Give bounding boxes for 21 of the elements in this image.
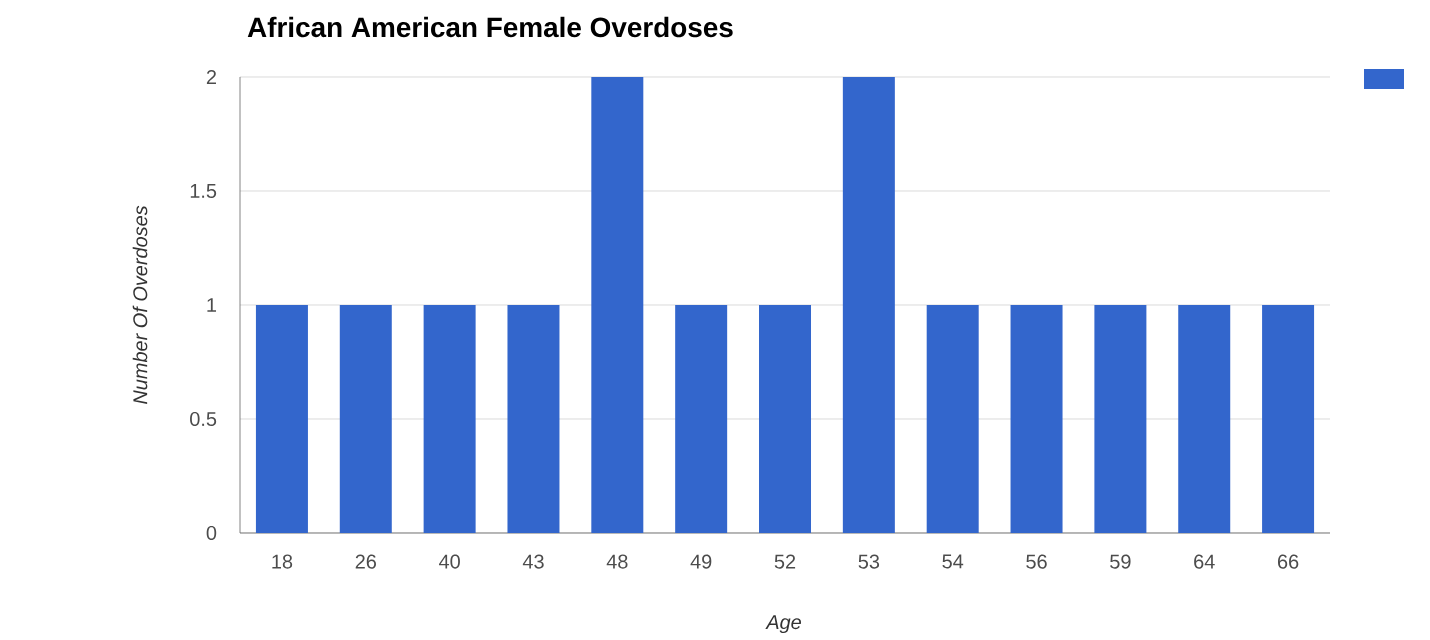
y-tick-label: 0 xyxy=(206,526,217,541)
y-tick-label: 1.5 xyxy=(190,184,217,199)
y-tick-label: 2 xyxy=(206,70,216,85)
x-tick-label: 54 xyxy=(942,554,964,569)
x-tick-label: 64 xyxy=(1194,554,1215,569)
x-tick-label: 53 xyxy=(858,554,880,569)
x-axis-title: Age xyxy=(765,615,801,634)
x-tick-label: 48 xyxy=(606,554,628,569)
x-tick-label: 18 xyxy=(272,554,293,569)
x-tick-label: 66 xyxy=(1278,554,1299,569)
chart-title: African American Female Overdoses xyxy=(247,16,733,38)
x-tick-label: 56 xyxy=(1026,554,1047,569)
x-tick-label: 52 xyxy=(774,554,796,569)
y-tick-label: 1 xyxy=(207,298,217,312)
x-tick-label: 49 xyxy=(690,554,712,569)
x-tick-label: 26 xyxy=(355,554,376,569)
y-axis-title: Number Of Overdoses xyxy=(132,205,148,405)
x-tick-label: 43 xyxy=(522,554,544,569)
x-tick-label: 40 xyxy=(439,554,460,569)
y-tick-label: 0.5 xyxy=(190,412,217,427)
x-tick-label: 59 xyxy=(1110,554,1131,569)
